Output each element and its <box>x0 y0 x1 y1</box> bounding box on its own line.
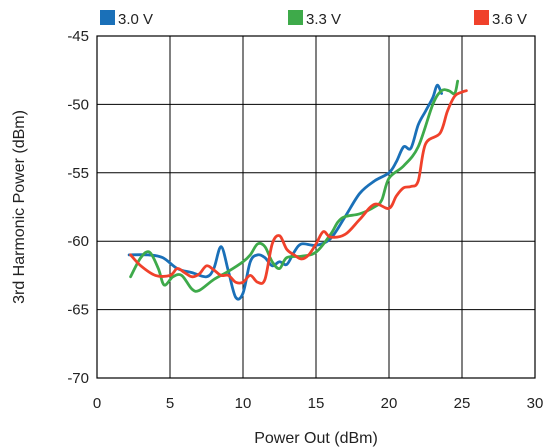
series-line-3-0-v <box>127 83 443 301</box>
plot-frame <box>96 35 536 379</box>
tick-labels: 0 5 10 15 20 25 30 -45 -50 -55 -60 -65 -70 <box>67 28 543 412</box>
y-tick-label: -55 <box>67 165 89 182</box>
legend-label-3-3-v: 3.3 V <box>306 11 341 28</box>
x-tick-label: 10 <box>235 395 252 412</box>
y-axis-title: 3rd Harmonic Power (dBm) <box>11 110 28 304</box>
series-lines <box>127 79 468 301</box>
x-tick-label: 5 <box>166 395 174 412</box>
legend-label-3-6-v: 3.6 V <box>492 11 527 28</box>
y-tick-label: -65 <box>67 302 89 319</box>
y-tick-label: -60 <box>67 233 89 250</box>
x-tick-label: 30 <box>527 395 544 412</box>
y-tick-label: -70 <box>67 370 89 387</box>
legend-label-3-0-v: 3.0 V <box>118 11 153 28</box>
x-tick-label: 0 <box>93 395 101 412</box>
y-tick-label: -50 <box>67 96 89 113</box>
x-tick-label: 20 <box>381 395 398 412</box>
x-tick-label: 15 <box>308 395 325 412</box>
y-tick-label: -45 <box>67 28 89 45</box>
legend-swatch-3-0-v <box>100 10 115 25</box>
series-line-3-6-v <box>129 89 468 285</box>
x-tick-label: 25 <box>454 395 471 412</box>
legend-swatch-3-3-v <box>288 10 303 25</box>
legend: 3.0 V 3.3 V 3.6 V <box>100 10 527 28</box>
series-line-3-3-v <box>129 79 460 293</box>
x-axis-title: Power Out (dBm) <box>254 430 378 447</box>
legend-swatch-3-6-v <box>474 10 489 25</box>
